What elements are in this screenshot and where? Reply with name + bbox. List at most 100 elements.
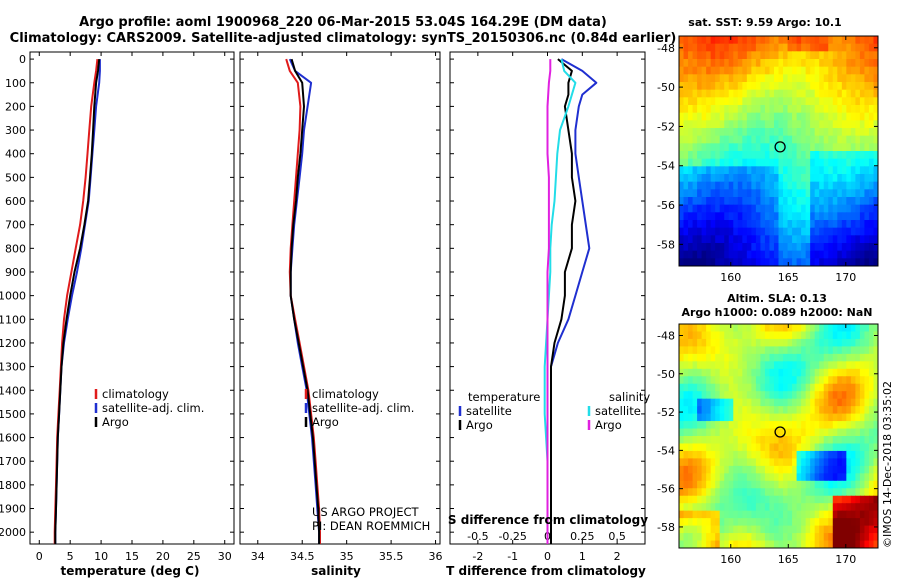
map-cell [814,450,820,459]
map-cell [773,525,780,534]
map-cell [742,174,748,183]
map-cell [814,258,820,266]
map-cell [692,376,698,385]
map-cell [701,495,707,504]
map-cell [706,59,712,68]
map-cell [810,112,816,121]
map-cell [873,398,878,407]
map-cell [697,346,703,355]
map-cell [778,413,784,422]
map-cell [728,406,734,415]
map-cell [850,235,856,244]
map-cell [742,495,748,504]
map-cell [828,51,834,60]
map-cell [841,204,847,213]
map-cell [837,353,843,362]
map-cell [783,473,789,482]
y-tick-label: 1400 [0,384,26,397]
map-cell [823,112,829,121]
map-cell [710,59,716,68]
map-raster [679,324,878,548]
map-cell [751,383,757,392]
map-cell [755,204,762,213]
map-cell [864,383,870,392]
map-cell [868,189,875,198]
map-cell [841,436,847,445]
map-cell [742,391,748,400]
map-cell [688,510,694,519]
map-cell [683,197,689,206]
map-cell [855,518,861,527]
map-cell [792,525,798,534]
map-cell [751,250,757,259]
map-cell [715,59,721,68]
map-cell [801,391,807,400]
map-cell [859,450,866,459]
map-cell [746,250,752,259]
map-cell [719,413,725,422]
map-cell [706,212,712,221]
map-cell [783,458,789,467]
map-cell [751,450,757,459]
y-tick-label: 700 [5,219,26,232]
map-cell [742,428,748,437]
map-cell [855,338,861,347]
map-cell [864,518,870,527]
map-cell [868,128,875,137]
map-cell [792,59,798,68]
map-cell [746,82,752,91]
map-cell [710,258,716,266]
map-cell [846,368,852,377]
map-cell [846,43,852,52]
map-cell [810,406,816,415]
map-cell [710,36,716,45]
map-cell [710,197,716,206]
map-cell [832,36,838,45]
map-cell [724,105,730,114]
map-cell [819,43,825,52]
map-cell [773,436,780,445]
map-cell [692,243,698,252]
map-cell [823,197,829,206]
map-cell [769,36,775,45]
map-cell [701,82,707,91]
map-cell [755,97,762,106]
map-cell [737,105,743,114]
legend-label: satellite-adj. clim. [312,401,414,415]
map-cell [819,36,825,45]
map-cell [751,331,757,340]
map-cell [692,258,698,266]
map-cell [701,43,707,52]
map-cell [846,450,852,459]
map-cell [810,383,816,392]
map-cell [783,488,789,497]
map-cell [755,324,762,333]
map-cell [814,406,820,415]
map-cell [692,488,698,497]
map-cell [697,204,703,213]
map-cell [724,376,730,385]
map-cell [679,361,685,370]
map-cell [683,406,689,415]
map-cell [796,128,802,137]
map-cell [783,383,789,392]
map-cell [778,135,784,144]
map-cell [692,82,698,91]
map-cell [683,112,689,121]
map-cell [801,36,807,45]
map-cell [710,89,716,98]
map-cell [823,518,829,527]
map-cell [755,353,762,362]
map-cell [850,158,856,167]
map-cell [805,421,811,430]
map-cell [755,510,762,519]
map-cell [760,143,766,152]
map-cell [742,204,748,213]
map-cell [751,212,757,221]
map-cell [796,398,802,407]
map-cell [706,89,712,98]
map-cell [737,510,743,519]
map-cell [868,495,875,504]
map-cell [783,204,789,213]
map-cell [697,135,703,144]
